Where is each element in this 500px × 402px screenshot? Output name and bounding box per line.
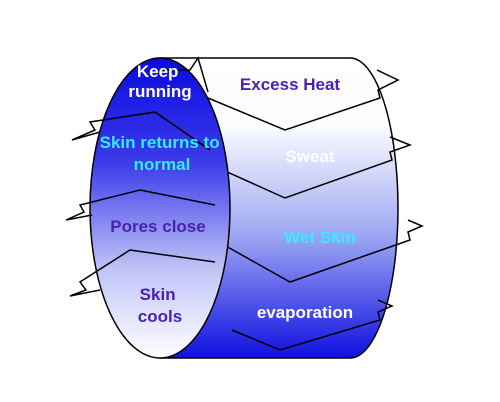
arrow-evaporation [231,299,394,351]
arrow-pores-close [65,189,216,221]
back-arrows [204,69,424,351]
arrow-skin-cools [69,249,216,297]
label-skin-returns-to-normal: Skin returns to normal [100,133,225,174]
arrow-keep-running [160,56,209,93]
label-wet-skin: Wet Skin [284,228,355,247]
label-skin-cools: Skin cools [138,285,182,326]
label-sweat: Sweat [285,147,334,166]
label-excess-heat: Excess Heat [240,75,341,94]
arrow-skin-returns [71,111,211,151]
front-arrows [65,56,216,297]
label-evaporation: evaporation [257,303,353,322]
cylinder-front-face [89,57,231,359]
arrow-sweat [204,136,413,199]
label-keep-running: Keep running [128,62,191,101]
arrow-excess-heat [207,69,400,131]
label-pores-close: Pores close [110,217,205,236]
arrow-wet-skin [223,219,424,283]
